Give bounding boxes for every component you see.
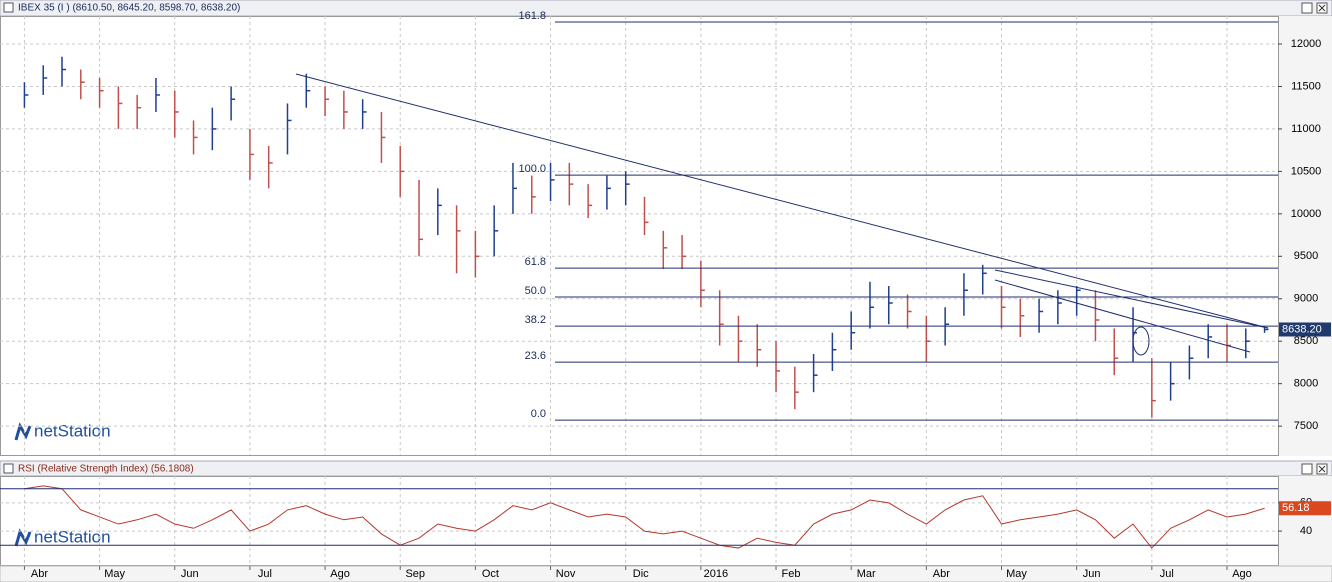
last-value-label: 8638.20 [1282, 323, 1322, 335]
y-tick-label: 10500 [1291, 165, 1322, 177]
x-tick-label: Ago [1232, 568, 1252, 580]
last-value-box [1279, 501, 1331, 516]
window-buttons[interactable] [1301, 463, 1328, 475]
y-tick-label: 9500 [1294, 250, 1318, 262]
y-tick-label: 40 [1300, 525, 1312, 537]
fib-label: 23.6 [525, 350, 546, 362]
x-tick-label: 2016 [704, 568, 728, 580]
fib-label: 161.8 [518, 10, 546, 22]
watermark: netStation [34, 527, 111, 546]
x-tick-label: Dic [633, 568, 649, 580]
x-tick-label: Mar [857, 568, 876, 580]
y-axis-area [1279, 16, 1332, 456]
x-tick-label: Feb [782, 568, 801, 580]
chart-title: IBEX 35 (I ) (8610.50, 8645.20, 8598.70,… [18, 3, 240, 14]
price-panel [0, 16, 1279, 456]
x-tick-label: Ago [330, 568, 350, 580]
fib-label: 61.8 [525, 256, 546, 268]
watermark: netStation [34, 421, 111, 440]
fib-label: 50.0 [525, 285, 546, 297]
fib-label: 38.2 [525, 314, 546, 326]
x-tick-label: Abr [933, 568, 950, 580]
window-buttons[interactable] [1301, 2, 1328, 14]
y-tick-label: 8000 [1294, 378, 1318, 390]
x-tick-label: Jul [258, 568, 272, 580]
x-tick-label: Jul [1160, 568, 1174, 580]
plot: Abr May Jun Jul Ago Sep Oct Nov Dic 2016 Feb Mar Abr… [0, 10, 1331, 580]
annotation-ellipse [1132, 326, 1150, 356]
y-tick-label: 10000 [1291, 208, 1322, 220]
x-tick-label: Sep [405, 568, 425, 580]
trend-line [295, 73, 1269, 329]
y-tick-label: 8500 [1294, 335, 1318, 347]
last-value-label: 56.18 [1282, 502, 1310, 514]
x-tick-label: Abr [31, 568, 48, 580]
x-tick-label: May [104, 568, 125, 580]
trend-line [994, 279, 1251, 353]
y-tick-label: 11000 [1291, 123, 1321, 135]
fib-label: 0.0 [531, 408, 546, 420]
x-tick-label: Jun [1083, 568, 1101, 580]
y-tick-label: 12000 [1291, 38, 1322, 50]
logo-icon [14, 422, 32, 441]
title-bar [0, 460, 1332, 477]
logo-icon [14, 528, 32, 547]
y-tick-label: 7500 [1294, 420, 1318, 432]
trend-line [994, 269, 1269, 329]
x-tick-label: Jun [181, 568, 199, 580]
rsi-line [24, 485, 1265, 549]
x-axis-area [0, 565, 1332, 582]
window-icon [3, 2, 14, 13]
rsi-panel [0, 476, 1279, 566]
y-tick-label: 11500 [1291, 80, 1321, 92]
fib-label: 100.0 [518, 163, 546, 175]
window-icon [3, 463, 14, 474]
y-tick-label: 9000 [1294, 293, 1318, 305]
x-tick-label: Oct [482, 568, 499, 580]
x-tick-label: Nov [556, 568, 576, 580]
x-tick-label: May [1006, 568, 1027, 580]
last-value-box [1279, 322, 1331, 337]
y-axis-area [1279, 476, 1332, 566]
chart-title: RSI (Relative Strength Index) (56.1808) [18, 464, 194, 475]
